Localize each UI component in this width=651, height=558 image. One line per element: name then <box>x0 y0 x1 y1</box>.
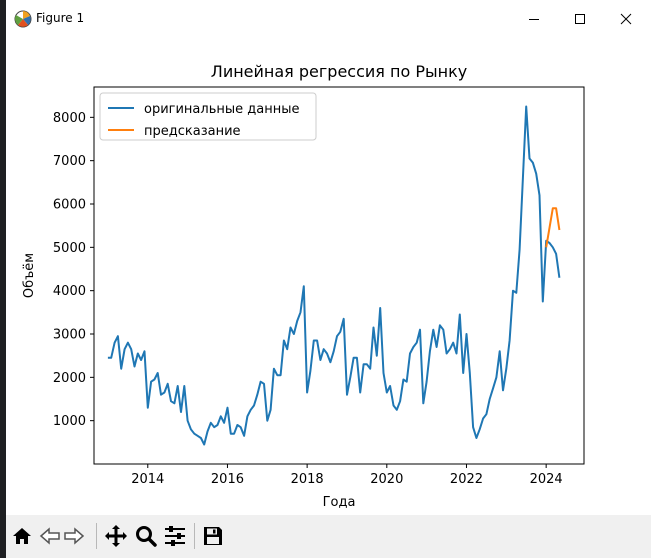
pan-icon <box>105 525 127 547</box>
minimize-button[interactable] <box>511 0 557 38</box>
y-tick-label: 7000 <box>53 154 86 169</box>
legend-label-original: оригинальные данные <box>144 102 299 117</box>
y-tick-label: 8000 <box>53 111 86 126</box>
legend: оригинальные данные предсказание <box>99 92 317 141</box>
save-button[interactable] <box>201 524 225 548</box>
legend-box <box>99 92 317 141</box>
figure-canvas[interactable]: Линейная регрессия по Рынку 2014 2016 2018… <box>6 38 651 515</box>
back-button[interactable] <box>38 524 62 548</box>
configure-icon <box>165 526 185 546</box>
legend-label-prediction: предсказание <box>144 124 241 139</box>
matplotlib-app-icon <box>14 10 32 28</box>
y-axis-label: Объём <box>22 253 37 298</box>
series-line-original <box>107 105 561 446</box>
zoom-icon <box>136 526 157 547</box>
maximize-button[interactable] <box>557 0 603 38</box>
x-tick-label: 2018 <box>291 472 324 487</box>
navigation-toolbar <box>6 515 651 558</box>
y-tick-label: 5000 <box>53 241 86 256</box>
maximize-icon <box>575 14 585 24</box>
toolbar-separator <box>194 523 195 549</box>
configure-subplots-button[interactable] <box>163 524 187 548</box>
x-tick-label: 2024 <box>530 472 563 487</box>
window-title: Figure 1 <box>36 11 85 25</box>
x-tick-label: 2022 <box>450 472 483 487</box>
y-tick-label: 6000 <box>53 198 86 213</box>
close-icon <box>620 13 632 25</box>
axes-frame <box>93 86 585 465</box>
y-tick-label: 3000 <box>53 328 86 343</box>
toolbar-separator <box>96 523 97 549</box>
x-tick-label: 2020 <box>370 472 403 487</box>
forward-button[interactable] <box>62 524 86 548</box>
x-tick-label: 2014 <box>131 472 164 487</box>
y-tick-label: 1000 <box>53 414 86 429</box>
home-icon <box>13 528 31 544</box>
chart: Линейная регрессия по Рынку 2014 2016 2018… <box>22 62 585 510</box>
title-bar[interactable]: Figure 1 <box>6 0 651 38</box>
x-tick-label: 2016 <box>211 472 244 487</box>
pan-button[interactable] <box>104 524 128 548</box>
y-tick-label: 4000 <box>53 284 86 299</box>
home-button[interactable] <box>10 524 34 548</box>
back-icon <box>39 527 60 545</box>
close-button[interactable] <box>603 0 649 38</box>
chart-title: Линейная регрессия по Рынку <box>211 62 467 81</box>
x-axis-label: Года <box>323 495 356 510</box>
series-line-prediction <box>545 207 561 248</box>
figure-window: Figure 1 Линейная регрессия по Рынку 201… <box>6 0 651 558</box>
forward-icon <box>64 527 85 545</box>
save-icon <box>204 527 222 545</box>
y-tick-label: 2000 <box>53 371 86 386</box>
zoom-button[interactable] <box>134 524 158 548</box>
minimize-icon <box>529 19 539 20</box>
